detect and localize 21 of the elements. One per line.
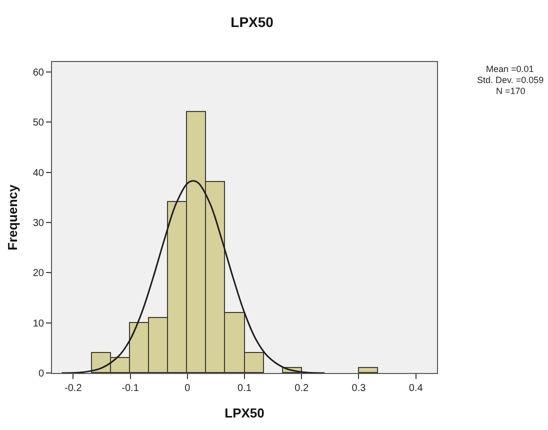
x-tick-label: 0.1 bbox=[238, 383, 252, 394]
y-axis-title: Frequency bbox=[4, 184, 20, 250]
chart-title: LPX50 bbox=[230, 14, 274, 30]
line-series bbox=[60, 180, 326, 373]
y-tick-label: 10 bbox=[32, 318, 44, 330]
y-tick-label: 60 bbox=[32, 68, 44, 79]
x-tick-label: 0 bbox=[184, 383, 191, 394]
x-axis-title: LPX50 bbox=[224, 406, 264, 421]
text: Mean =0.01 bbox=[486, 64, 534, 74]
x-tick-label: 0.2 bbox=[294, 383, 310, 394]
y-tick-label: 50 bbox=[32, 118, 44, 129]
y-tick-label: 20 bbox=[32, 268, 44, 280]
x-tick-label: 0.4 bbox=[408, 383, 424, 394]
x-tick-label: 0.3 bbox=[352, 383, 366, 394]
x-tick-label: -0.2 bbox=[64, 383, 82, 394]
y-tick-label: 40 bbox=[32, 168, 44, 179]
text: Std. Dev. =0.059 bbox=[477, 75, 544, 85]
y-tick-label: 0 bbox=[38, 368, 44, 380]
x-tick-label: -0.1 bbox=[122, 383, 140, 394]
y-tick-label: 30 bbox=[32, 218, 44, 230]
text: N =170 bbox=[496, 86, 526, 96]
